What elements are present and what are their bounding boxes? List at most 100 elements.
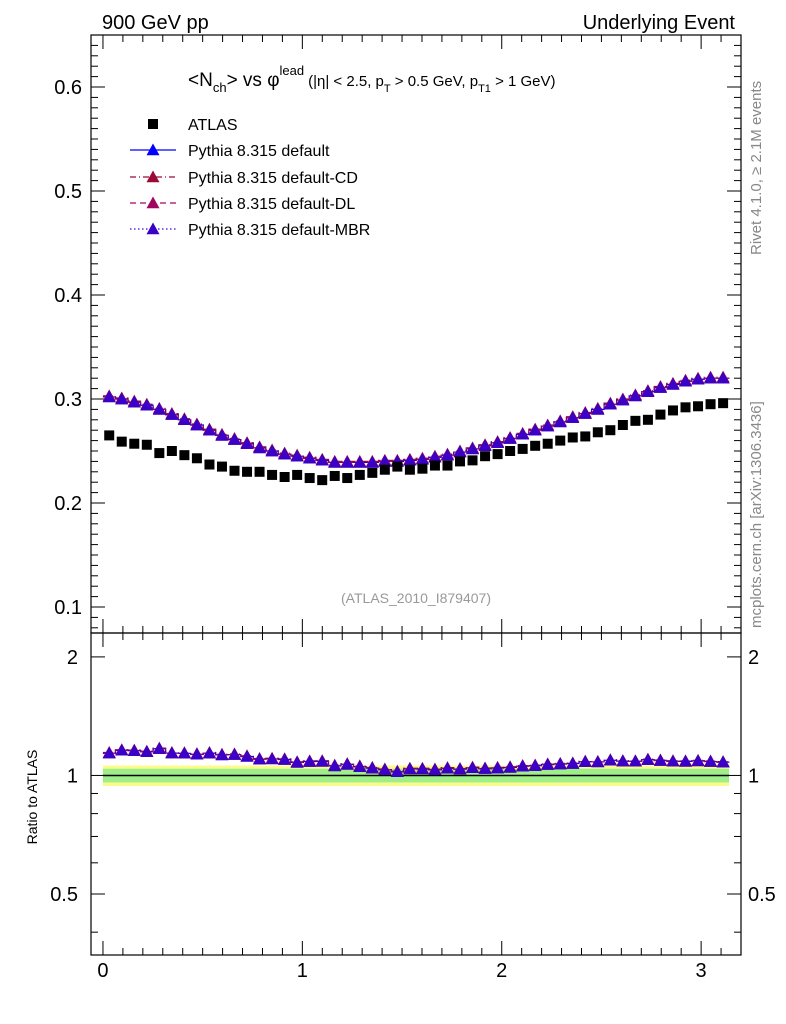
mc-point bbox=[553, 415, 567, 428]
mc-ratio-point bbox=[503, 760, 517, 773]
mc-ratio-point bbox=[127, 744, 141, 756]
data-point bbox=[530, 440, 541, 451]
mc-ratio-point bbox=[666, 754, 680, 767]
data-point bbox=[617, 420, 628, 430]
data-point bbox=[342, 473, 353, 484]
mc-point bbox=[691, 372, 705, 385]
ratio-tick-label-right: 2 bbox=[748, 647, 759, 669]
mc-point bbox=[466, 442, 480, 455]
mc-point bbox=[591, 402, 605, 415]
legend-marker-triangle bbox=[146, 170, 160, 183]
mc-ratio-point bbox=[428, 763, 442, 775]
data-point bbox=[279, 472, 290, 482]
mc-point bbox=[303, 451, 317, 464]
data-point bbox=[104, 430, 115, 441]
data-point bbox=[567, 432, 578, 443]
header-left: 900 GeV pp bbox=[102, 12, 209, 34]
mc-point bbox=[378, 454, 392, 467]
mc-ratio-point bbox=[641, 753, 655, 765]
mc-ratio-point bbox=[227, 748, 241, 760]
mc-point bbox=[516, 427, 530, 440]
mc-ratio-point bbox=[716, 755, 730, 768]
mc-point bbox=[365, 455, 379, 468]
mc-ratio-point bbox=[340, 757, 354, 770]
data-point bbox=[229, 465, 240, 476]
mc-ratio-point bbox=[415, 762, 429, 775]
mc-point bbox=[679, 374, 693, 387]
mc-ratio-point bbox=[478, 762, 492, 774]
mc-point bbox=[578, 407, 592, 419]
mc-ratio-point bbox=[253, 752, 267, 765]
data-point bbox=[317, 475, 328, 486]
legend-label: Pythia 8.315 default-CD bbox=[188, 170, 358, 187]
mc-point bbox=[528, 423, 542, 436]
mc-point bbox=[704, 371, 718, 384]
data-point bbox=[542, 438, 553, 449]
mc-ratio-point bbox=[466, 761, 480, 774]
ratio-panel: 0 1 2 3 0.5 0.5 1 1 2 2 bbox=[50, 632, 776, 982]
mc-point bbox=[653, 381, 667, 393]
y-tick-label: 0.4 bbox=[54, 285, 82, 307]
data-point bbox=[141, 439, 152, 450]
mc-point bbox=[265, 444, 279, 457]
data-point bbox=[179, 450, 190, 461]
main-panel: 0.1 0.2 0.3 0.4 0.5 0.6 bbox=[54, 34, 742, 955]
ratio-tick-label: 2 bbox=[67, 647, 78, 669]
analysis-watermark: (ATLAS_2010_I879407) bbox=[341, 590, 491, 606]
data-point bbox=[392, 461, 403, 472]
mc-ratio-point bbox=[528, 759, 542, 771]
mc-point bbox=[716, 371, 730, 384]
mc-ratio-point bbox=[215, 748, 229, 761]
mc-point bbox=[115, 392, 129, 405]
mc-ratio-point bbox=[653, 754, 667, 766]
data-point bbox=[154, 448, 165, 459]
mc-point bbox=[227, 433, 241, 445]
legend-marker-triangle bbox=[146, 143, 160, 156]
data-point bbox=[655, 409, 666, 420]
mc-ratio-point bbox=[290, 755, 304, 768]
mc-point bbox=[315, 453, 329, 466]
data-point bbox=[417, 463, 428, 474]
mc-ratio-point bbox=[278, 752, 292, 765]
mc-ratio-point bbox=[390, 765, 404, 778]
y-tick-label: 0.6 bbox=[54, 77, 82, 99]
data-point bbox=[630, 415, 641, 426]
mc-ratio-point bbox=[603, 753, 617, 766]
mc-point bbox=[453, 445, 467, 458]
data-point bbox=[693, 401, 704, 412]
data-point bbox=[442, 460, 453, 471]
mc-point bbox=[666, 377, 680, 390]
mc-point bbox=[503, 432, 517, 444]
mc-ratio-point bbox=[704, 755, 718, 767]
mc-ratio-point bbox=[491, 761, 505, 774]
mc-point bbox=[541, 419, 555, 432]
data-point bbox=[242, 466, 253, 477]
mc-point bbox=[240, 437, 254, 449]
legend-label: Pythia 8.315 default bbox=[188, 143, 330, 160]
mc-ratio-point bbox=[628, 754, 642, 767]
mc-point bbox=[278, 447, 292, 460]
data-point bbox=[292, 469, 303, 480]
mc-point bbox=[353, 455, 367, 468]
mc-point bbox=[616, 393, 630, 406]
mc-point bbox=[190, 418, 204, 431]
data-point bbox=[254, 466, 265, 477]
mc-point bbox=[603, 397, 617, 410]
mc-point bbox=[215, 428, 229, 441]
mc-ratio-point bbox=[353, 760, 367, 772]
mc-point bbox=[491, 436, 505, 448]
header-right: Underlying Event bbox=[583, 12, 736, 34]
mc-point bbox=[478, 439, 492, 451]
mc-ratio-point bbox=[679, 754, 693, 767]
legend-label: Pythia 8.315 default-MBR bbox=[188, 222, 370, 239]
data-point bbox=[592, 427, 603, 438]
mc-ratio-point bbox=[616, 754, 630, 767]
mc-ratio-point bbox=[140, 745, 154, 757]
mc-ratio-point bbox=[177, 746, 191, 759]
mc-ratio-point bbox=[202, 746, 216, 759]
data-point bbox=[605, 425, 616, 436]
mc-point bbox=[403, 453, 417, 466]
mc-ratio-point bbox=[553, 757, 567, 770]
mc-point bbox=[202, 423, 216, 436]
ratio-tick-label-right: 0.5 bbox=[748, 884, 776, 906]
